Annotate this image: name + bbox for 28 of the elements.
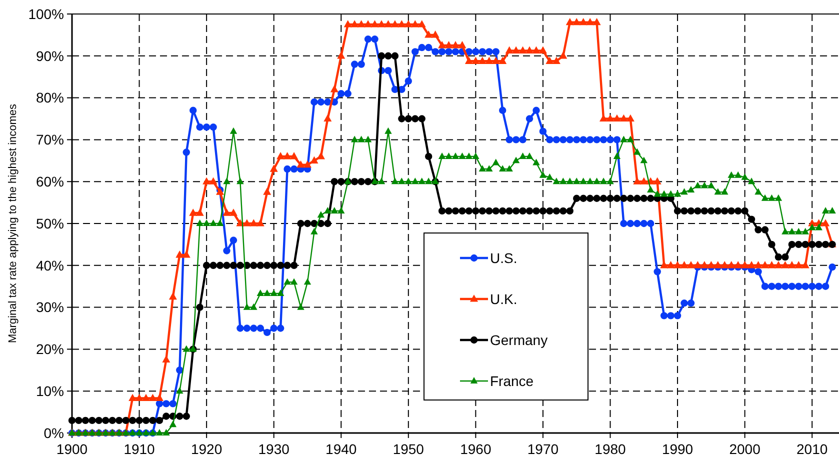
x-tick-label: 1980 — [594, 441, 626, 457]
y-tick-label: 100% — [28, 6, 64, 22]
x-tick-label: 1910 — [124, 441, 156, 457]
legend-label: France — [490, 372, 534, 389]
x-tick-label: 1900 — [56, 441, 88, 457]
x-tick-label: 1940 — [326, 441, 357, 457]
y-tick-label: 20% — [36, 341, 64, 358]
x-tick-label: 1950 — [392, 441, 424, 457]
legend-label: Germany — [490, 332, 548, 348]
x-tick-label: 2000 — [729, 441, 761, 457]
y-tick-label: 10% — [36, 383, 64, 399]
x-tick-label: 1920 — [190, 441, 222, 457]
legend-label: U.S. — [490, 250, 518, 266]
x-tick-label: 1990 — [662, 441, 694, 457]
y-tick-label: 70% — [36, 132, 64, 148]
x-tick-label: 2010 — [796, 441, 828, 457]
y-tick-label: 80% — [36, 90, 64, 106]
y-tick-label: 90% — [36, 48, 64, 64]
legend-label: U.K. — [490, 290, 518, 307]
x-tick-label: 1930 — [258, 441, 290, 457]
y-tick-label: 0% — [44, 424, 64, 441]
y-axis-title: Marginal tax rate applying to the highest incomes — [7, 103, 19, 344]
x-tick-label: 1970 — [527, 441, 559, 457]
y-tick-label: 50% — [36, 215, 64, 232]
y-tick-label: 30% — [36, 299, 64, 316]
y-tick-label: 40% — [36, 257, 64, 274]
x-tick-label: 1960 — [460, 441, 492, 457]
y-tick-label: 60% — [36, 174, 64, 190]
